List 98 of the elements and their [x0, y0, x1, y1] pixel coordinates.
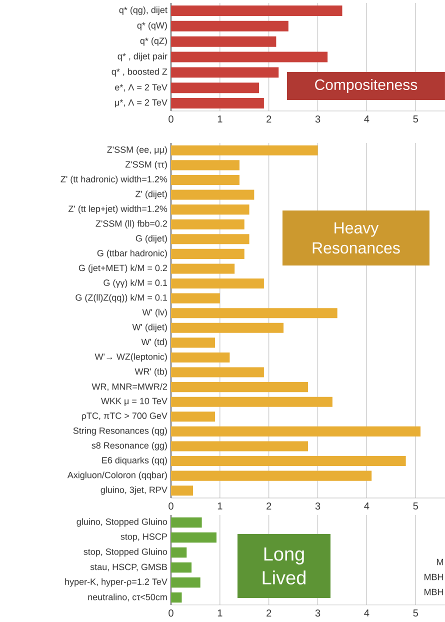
bar — [170, 204, 250, 215]
annotation: M — [437, 558, 444, 566]
x-tick-label: 5 — [413, 610, 418, 616]
y-tick-label: W' (dijet) — [132, 324, 167, 332]
x-tick-label: 0 — [168, 610, 174, 617]
bar — [170, 174, 240, 186]
y-tick-label: Z' (tt hadronic) width=1.2% — [60, 176, 168, 184]
bar — [170, 98, 264, 109]
y-tick-label: G (Z(ll)Z(qq)) k/M = 0.1 — [76, 294, 168, 303]
bar — [170, 219, 244, 230]
text: Compositeness — [315, 79, 418, 93]
text: Heavy Resonances — [312, 222, 400, 254]
bar — [170, 367, 264, 378]
x-tick-label: 2 — [266, 502, 272, 510]
bar — [170, 532, 216, 543]
y-tick-label: ρTC, πTC > 700 GeV — [82, 412, 168, 421]
annotation: MBH — [424, 588, 444, 596]
y-tick-label: G (dijet) — [136, 234, 167, 244]
bar — [170, 470, 372, 481]
y-tick-label: WR' (tb) — [134, 368, 167, 376]
annotation: MBH — [424, 574, 444, 580]
bar — [170, 190, 254, 200]
x-tick-label: 3 — [315, 502, 320, 510]
bar — [170, 67, 279, 78]
y-tick-label: Axigluon/Coloron (qqbar) — [67, 472, 167, 480]
bar — [170, 308, 338, 318]
x-tick-label: 4 — [364, 116, 370, 122]
bar — [170, 426, 421, 436]
text: Long Lived — [262, 547, 306, 584]
bar — [170, 412, 216, 422]
y-tick-label: Z' (dijet) — [136, 190, 167, 199]
y-tick-label: WKK μ = 10 TeV — [101, 398, 168, 406]
bar — [170, 52, 328, 62]
bar — [170, 264, 235, 274]
bar — [170, 82, 260, 94]
y-tick-label: W' (td) — [141, 338, 167, 347]
x-tick-label: 3 — [315, 610, 320, 617]
bar — [170, 20, 288, 32]
y-tick-label: μ*, Λ = 2 TeV — [115, 99, 168, 108]
x-tick-label: 3 — [315, 116, 320, 123]
y-tick-label: q* , boosted Z — [112, 68, 168, 77]
x-tick-label: 1 — [218, 610, 222, 616]
y-tick-label: Z'SSM (ττ) — [125, 160, 167, 170]
x-tick-label: 0 — [168, 502, 174, 510]
y-tick-label: G (ttbar hadronic) — [97, 250, 167, 258]
y-tick-label: W' (lv) — [142, 308, 167, 318]
bar — [170, 562, 192, 573]
bar — [170, 160, 240, 170]
y-tick-label: Z' (tt lep+jet) width=1.2% — [68, 205, 168, 214]
y-tick-label: G (jet+MET) k/M = 0.2 — [78, 264, 168, 273]
y-tick-label: stau, HSCP, GMSB — [90, 564, 167, 572]
bar — [170, 248, 244, 259]
bar — [170, 396, 332, 407]
y-tick-label: WR, MNR=MWR/2 — [92, 383, 167, 391]
x-tick-label: 5 — [413, 116, 418, 123]
y-tick-label: q* (qg), dijet — [119, 6, 168, 15]
bar — [170, 382, 308, 392]
x-tick-label: 5 — [413, 502, 418, 510]
bar — [170, 278, 264, 289]
y-tick-label: E6 diquarks (qq) — [102, 456, 167, 466]
y-tick-label: q* (qZ) — [140, 37, 167, 46]
y-tick-label: stop, Stopped Gluino — [84, 548, 168, 557]
x-tick-label: 2 — [266, 116, 272, 123]
x-tick-label: 4 — [364, 610, 370, 616]
y-tick-label: G (γγ) k/M = 0.1 — [104, 279, 168, 288]
bar — [170, 36, 276, 47]
bar — [170, 441, 308, 452]
y-tick-label: Z'SSM (ll) fbb=0.2 — [96, 220, 167, 229]
bar — [170, 592, 182, 603]
bar — [170, 577, 200, 588]
y-tick-label: e*, Λ = 2 TeV — [115, 84, 168, 92]
bar — [170, 517, 202, 528]
bar — [170, 456, 406, 466]
bar — [170, 234, 250, 244]
bar — [170, 293, 220, 304]
y-tick-label: stop, HSCP — [120, 533, 167, 542]
bar — [170, 486, 194, 496]
bar — [170, 322, 284, 333]
y-tick-label: q* , dijet pair — [118, 52, 168, 62]
y-tick-label: gluino, Stopped Gluino — [76, 518, 168, 527]
y-tick-label: s8 Resonance (gg) — [92, 442, 167, 450]
y-tick-label: hyper-K, hyper-ρ=1.2 TeV — [65, 578, 168, 587]
bar — [170, 5, 342, 16]
bar — [170, 547, 187, 558]
y-tick-label: String Resonances (qg) — [73, 427, 167, 436]
x-tick-label: 4 — [364, 502, 370, 510]
bar — [170, 338, 216, 348]
y-tick-label: Z'SSM (ee, μμ) — [107, 146, 167, 155]
y-tick-label: q* (qW) — [137, 22, 167, 30]
x-tick-label: 2 — [266, 610, 272, 617]
y-tick-label: neutralino, cτ<50cm — [88, 594, 167, 602]
x-tick-label: 1 — [218, 502, 222, 510]
x-tick-label: 1 — [218, 116, 222, 122]
bar — [170, 145, 318, 156]
bar — [170, 352, 230, 363]
y-tick-label: W'→ WZ(leptonic) — [94, 353, 167, 362]
x-tick-label: 0 — [168, 116, 174, 123]
y-tick-label: gluino, 3jet, RPV — [100, 486, 168, 495]
